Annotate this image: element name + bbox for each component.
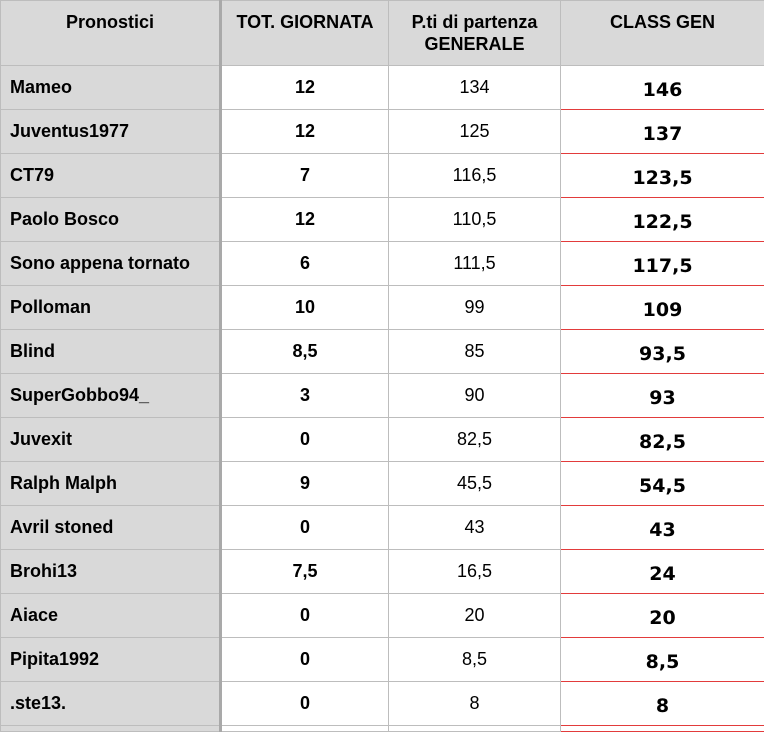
cell-punti-partenza[interactable]: 8,5 xyxy=(388,637,561,682)
cell-punti-partenza[interactable]: 90 xyxy=(388,373,561,418)
cell-punti-partenza[interactable]: 116,5 xyxy=(388,153,561,198)
empty-cell[interactable] xyxy=(560,725,764,732)
cell-class-gen[interactable]: 8,5 xyxy=(560,637,764,682)
cell-name[interactable]: CT79 xyxy=(0,153,222,198)
cell-tot-giornata[interactable]: 7 xyxy=(220,153,389,198)
cell-name[interactable]: .ste13. xyxy=(0,681,222,726)
cell-class-gen[interactable]: 54,5 xyxy=(560,461,764,506)
cell-tot-giornata[interactable]: 9 xyxy=(220,461,389,506)
cell-tot-giornata[interactable]: 7,5 xyxy=(220,549,389,594)
cell-tot-giornata[interactable]: 3 xyxy=(220,373,389,418)
header-pronostici[interactable]: Pronostici xyxy=(0,0,222,66)
cell-punti-partenza[interactable]: 20 xyxy=(388,593,561,638)
cell-tot-giornata[interactable]: 0 xyxy=(220,505,389,550)
header-row: Pronostici TOT. GIORNATA P.ti di partenz… xyxy=(0,0,764,66)
cell-tot-giornata[interactable]: 0 xyxy=(220,417,389,462)
cell-tot-giornata[interactable]: 6 xyxy=(220,241,389,286)
empty-cell[interactable] xyxy=(0,725,222,732)
cell-class-gen[interactable]: 117,5 xyxy=(560,241,764,286)
cell-name[interactable]: Aiace xyxy=(0,593,222,638)
cell-tot-giornata[interactable]: 0 xyxy=(220,681,389,726)
table-row: CT79 7 116,5 123,5 xyxy=(0,153,764,198)
cell-tot-giornata[interactable]: 0 xyxy=(220,593,389,638)
cell-class-gen[interactable]: 24 xyxy=(560,549,764,594)
table-row: SuperGobbo94_ 3 90 93 xyxy=(0,373,764,418)
cell-name[interactable]: Ralph Malph xyxy=(0,461,222,506)
cell-class-gen[interactable]: 93 xyxy=(560,373,764,418)
table-row: .ste13. 0 8 8 xyxy=(0,681,764,726)
cell-punti-partenza[interactable]: 43 xyxy=(388,505,561,550)
table-row: Pipita1992 0 8,5 8,5 xyxy=(0,637,764,682)
cell-tot-giornata[interactable]: 0 xyxy=(220,637,389,682)
table-row-empty xyxy=(0,725,764,732)
cell-name[interactable]: Juvexit xyxy=(0,417,222,462)
cell-punti-partenza[interactable]: 125 xyxy=(388,109,561,154)
table-body: Mameo 12 134 146 Juventus1977 12 125 137 CT79 7 11… xyxy=(0,65,764,732)
cell-class-gen[interactable]: 109 xyxy=(560,285,764,330)
cell-class-gen[interactable]: 137 xyxy=(560,109,764,154)
cell-punti-partenza[interactable]: 110,5 xyxy=(388,197,561,242)
cell-class-gen[interactable]: 93,5 xyxy=(560,329,764,374)
cell-class-gen[interactable]: 82,5 xyxy=(560,417,764,462)
header-punti-partenza-line1: P.ti di partenza xyxy=(411,12,538,32)
cell-name[interactable]: Polloman xyxy=(0,285,222,330)
cell-tot-giornata[interactable]: 12 xyxy=(220,109,389,154)
header-punti-partenza[interactable]: P.ti di partenza GENERALE xyxy=(388,0,561,66)
cell-name[interactable]: Paolo Bosco xyxy=(0,197,222,242)
table-row: Juventus1977 12 125 137 xyxy=(0,109,764,154)
cell-class-gen[interactable]: 20 xyxy=(560,593,764,638)
cell-name[interactable]: Blind xyxy=(0,329,222,374)
cell-class-gen[interactable]: 8 xyxy=(560,681,764,726)
cell-tot-giornata[interactable]: 12 xyxy=(220,65,389,110)
table-row: Brohi13 7,5 16,5 24 xyxy=(0,549,764,594)
cell-punti-partenza[interactable]: 99 xyxy=(388,285,561,330)
cell-name[interactable]: Brohi13 xyxy=(0,549,222,594)
table-row: Polloman 10 99 109 xyxy=(0,285,764,330)
header-tot-giornata[interactable]: TOT. GIORNATA xyxy=(220,0,389,66)
empty-cell[interactable] xyxy=(220,725,389,732)
table-row: Juvexit 0 82,5 82,5 xyxy=(0,417,764,462)
cell-punti-partenza[interactable]: 16,5 xyxy=(388,549,561,594)
table-row: Aiace 0 20 20 xyxy=(0,593,764,638)
cell-punti-partenza[interactable]: 82,5 xyxy=(388,417,561,462)
cell-name[interactable]: Juventus1977 xyxy=(0,109,222,154)
cell-punti-partenza[interactable]: 85 xyxy=(388,329,561,374)
cell-name[interactable]: Sono appena tornato xyxy=(0,241,222,286)
cell-punti-partenza[interactable]: 134 xyxy=(388,65,561,110)
standings-table: Pronostici TOT. GIORNATA P.ti di partenz… xyxy=(0,0,764,732)
cell-class-gen[interactable]: 146 xyxy=(560,65,764,110)
cell-tot-giornata[interactable]: 10 xyxy=(220,285,389,330)
empty-cell[interactable] xyxy=(388,725,561,732)
header-class-gen[interactable]: CLASS GEN xyxy=(560,0,764,66)
cell-punti-partenza[interactable]: 8 xyxy=(388,681,561,726)
cell-name[interactable]: SuperGobbo94_ xyxy=(0,373,222,418)
cell-name[interactable]: Avril stoned xyxy=(0,505,222,550)
cell-class-gen[interactable]: 123,5 xyxy=(560,153,764,198)
table-row: Paolo Bosco 12 110,5 122,5 xyxy=(0,197,764,242)
cell-punti-partenza[interactable]: 45,5 xyxy=(388,461,561,506)
table-row: Ralph Malph 9 45,5 54,5 xyxy=(0,461,764,506)
cell-punti-partenza[interactable]: 111,5 xyxy=(388,241,561,286)
cell-tot-giornata[interactable]: 8,5 xyxy=(220,329,389,374)
table-row: Mameo 12 134 146 xyxy=(0,65,764,110)
table-row: Sono appena tornato 6 111,5 117,5 xyxy=(0,241,764,286)
cell-name[interactable]: Mameo xyxy=(0,65,222,110)
cell-class-gen[interactable]: 122,5 xyxy=(560,197,764,242)
cell-tot-giornata[interactable]: 12 xyxy=(220,197,389,242)
header-punti-partenza-line2: GENERALE xyxy=(424,34,525,54)
table-row: Avril stoned 0 43 43 xyxy=(0,505,764,550)
table-row: Blind 8,5 85 93,5 xyxy=(0,329,764,374)
cell-name[interactable]: Pipita1992 xyxy=(0,637,222,682)
cell-class-gen[interactable]: 43 xyxy=(560,505,764,550)
